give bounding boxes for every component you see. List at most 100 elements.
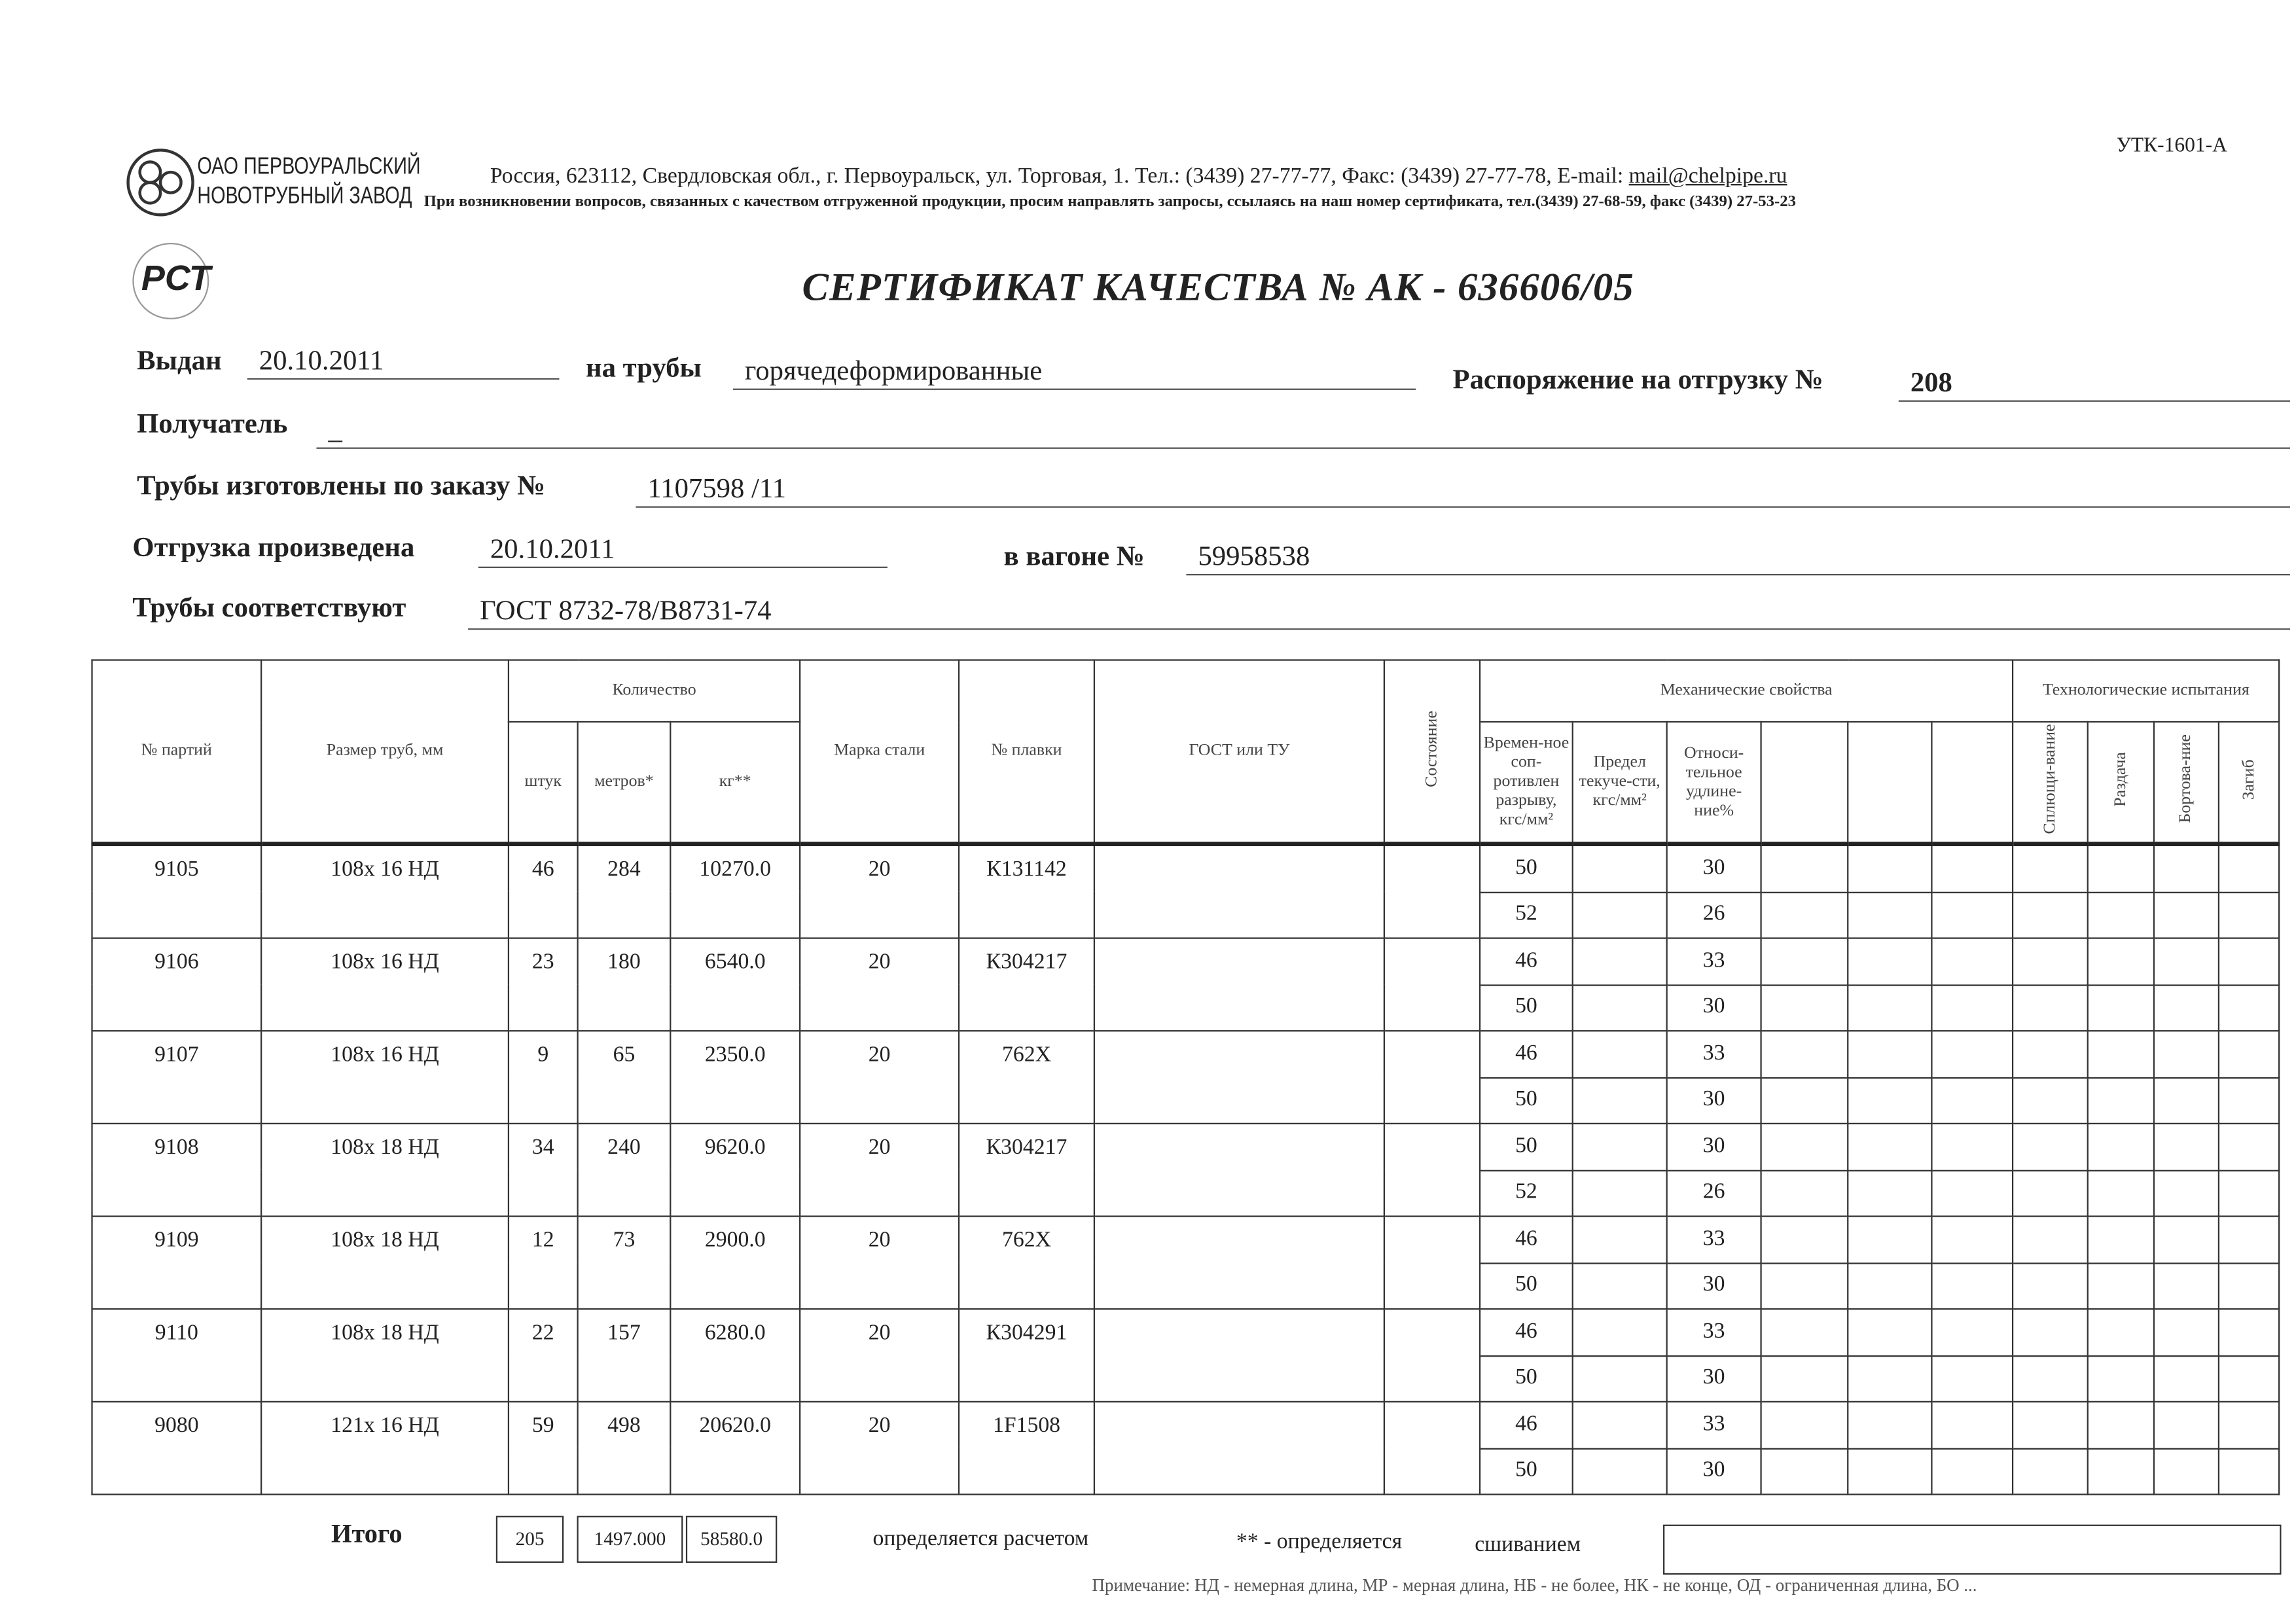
cell-tech-test: [2087, 1169, 2155, 1217]
shipment-label: Отгрузка произведена: [132, 533, 415, 564]
cell-yield: [1571, 842, 1668, 893]
header-mechanical: Механические свойства: [1479, 659, 2014, 723]
header-elongation: Относи-тельное удлине-ние%: [1666, 721, 1762, 845]
cell-tech-test: [2012, 891, 2089, 939]
header-empty: [1847, 721, 1933, 845]
table-row: 52 26: [92, 1169, 2280, 1217]
cell-kg: 2350.0: [670, 1030, 801, 1125]
cell-heat: 762X: [958, 1215, 1096, 1310]
cell-empty: [1760, 1030, 1849, 1079]
cell-tech-test: [2153, 1122, 2220, 1171]
cell-elong: 30: [1666, 1076, 1762, 1124]
address-text: Россия, 623112, Свердловская обл., г. Пе…: [490, 164, 1629, 188]
cell-tech-test: [2153, 1308, 2220, 1357]
cell-tech-test: [2153, 1354, 2220, 1402]
cell-tech-test: [2087, 1215, 2155, 1264]
cell-empty: [1931, 1400, 2014, 1449]
cell-elong: 33: [1666, 937, 1762, 986]
cell-gost: [1093, 1308, 1386, 1403]
cell-tech-test: [2012, 1354, 2089, 1402]
cell-tensile: 50: [1479, 1076, 1573, 1124]
cell-yield: [1571, 984, 1668, 1032]
table-row: 9109 108x 18 НД 12 73 2900.0 20 762X 46 33: [91, 1215, 2280, 1310]
header-pcs: штук: [507, 721, 579, 845]
table-row: 52 26: [92, 891, 2280, 939]
manufacture-order-number: 1107598 /11: [636, 474, 2290, 508]
cell-empty: [1760, 1308, 1849, 1357]
cell-state: [1383, 1400, 1481, 1495]
cell-grade: 20: [799, 842, 960, 939]
cell-size: 108x 16 НД: [260, 1030, 510, 1125]
header-heat: № плавки: [958, 659, 1096, 845]
footnote-weighed-suffix: сшиванием: [1475, 1533, 1581, 1558]
wagon-label: в вагоне №: [1003, 541, 1145, 573]
cell-lot: 9107: [91, 1030, 262, 1125]
cell-empty: [1760, 891, 1849, 939]
cell-elong: 33: [1666, 1215, 1762, 1264]
company-name: ОАО ПЕРВОУРАЛЬСКИЙ НОВОТРУБНЫЙ ЗАВОД: [197, 153, 420, 212]
cell-tech-test: [2218, 1354, 2280, 1402]
pct-logo-text: РСТ: [141, 259, 211, 299]
cell-empty: [1931, 842, 2014, 893]
cell-tech-test: [2012, 1262, 2089, 1310]
cell-tech-test: [2218, 1030, 2280, 1079]
document-title: СЕРТИФИКАТ КАЧЕСТВА № АК - 636606/05: [802, 264, 1634, 310]
cell-yield: [1571, 891, 1668, 939]
cell-empty: [1760, 984, 1849, 1032]
cell-tech-test: [2012, 937, 2089, 986]
issued-label: Выдан: [137, 346, 222, 377]
table-row: 9105 108x 16 НД 46 284 10270.0 20 К131142 50 30: [91, 842, 2280, 939]
cell-tech-test: [2012, 1122, 2089, 1171]
issued-date: 20.10.2011: [247, 346, 560, 380]
cell-tech-test: [2153, 891, 2220, 939]
shipping-order-label: Распоряжение на отгрузку №: [1452, 365, 1823, 396]
pipes-label: на трубы: [585, 353, 702, 384]
cell-gost: [1093, 842, 1386, 939]
cell-tensile: 50: [1479, 842, 1573, 893]
table-row: 50 30: [92, 1354, 2280, 1402]
cell-pcs: 59: [507, 1400, 579, 1495]
cell-gost: [1093, 937, 1386, 1032]
conformity-standard: ГОСТ 8732-78/В8731-74: [468, 596, 2290, 630]
cell-tensile: 52: [1479, 1169, 1573, 1217]
cell-heat: К304217: [958, 937, 1096, 1032]
cell-tech-test: [2087, 1308, 2155, 1357]
cell-pcs: 34: [507, 1122, 579, 1217]
cell-empty: [1760, 842, 1849, 893]
cell-tensile: 50: [1479, 1447, 1573, 1495]
cell-meters: 240: [577, 1122, 672, 1217]
cell-tech-test: [2218, 1169, 2280, 1217]
cell-empty: [1847, 842, 1933, 893]
cell-pcs: 9: [507, 1030, 579, 1125]
cell-heat: К304217: [958, 1122, 1096, 1217]
cell-kg: 6540.0: [670, 937, 801, 1032]
cell-tech-test: [2218, 842, 2280, 893]
cell-tech-test: [2087, 1076, 2155, 1124]
pct-certification-logo-icon: РСТ: [132, 243, 211, 319]
table-row: 50 30: [92, 1262, 2280, 1310]
cell-state: [1383, 1122, 1481, 1217]
cell-tech-test: [2218, 1447, 2280, 1495]
cell-tech-test: [2087, 1447, 2155, 1495]
cell-empty: [1931, 1076, 2014, 1124]
cell-empty: [1847, 984, 1933, 1032]
total-meters: 1497.000: [577, 1516, 683, 1563]
cell-size: 108x 18 НД: [260, 1122, 510, 1217]
header-bend: Загиб: [2218, 721, 2280, 845]
header-empty: [1931, 721, 2014, 845]
footnote-calculated: определяется расчетом: [872, 1527, 1089, 1552]
cell-tech-test: [2218, 937, 2280, 986]
cell-yield: [1571, 1215, 1668, 1264]
cell-heat: 1F1508: [958, 1400, 1096, 1495]
cell-elong: 30: [1666, 1122, 1762, 1171]
header-flattening: Сплющи-вание: [2012, 721, 2089, 845]
cell-yield: [1571, 1122, 1668, 1171]
cell-tech-test: [2218, 891, 2280, 939]
footnote-weighed-prefix: ** - определяется: [1236, 1530, 1403, 1554]
cell-elong: 30: [1666, 984, 1762, 1032]
email-link[interactable]: mail@chelpipe.ru: [1628, 164, 1787, 188]
cell-tech-test: [2012, 1215, 2089, 1264]
cell-kg: 9620.0: [670, 1122, 801, 1217]
cell-empty: [1931, 1354, 2014, 1402]
form-code: УТК-1601-А: [2116, 135, 2227, 158]
